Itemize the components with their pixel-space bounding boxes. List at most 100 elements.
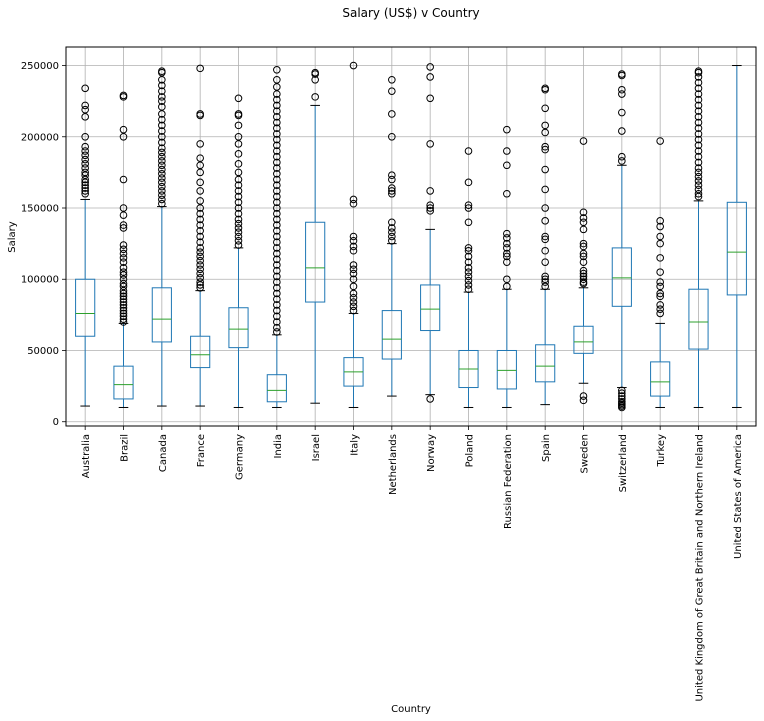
box-11: [496, 125, 517, 408]
outlier-point: [541, 204, 549, 212]
outlier-point: [579, 208, 588, 217]
x-tick-label: United Kingdom of Great Britain and Nort…: [695, 434, 706, 702]
outlier-point: [694, 147, 703, 155]
outlier-point: [119, 221, 128, 229]
outlier-point: [196, 227, 204, 235]
outlier-point: [541, 258, 549, 266]
outlier-point: [273, 215, 281, 224]
y-tick-label: 0: [53, 417, 59, 428]
outlier-point: [158, 191, 166, 199]
outlier-point: [273, 221, 281, 229]
outlier-point: [234, 160, 243, 168]
outlier-point: [464, 246, 473, 255]
y-tick-label: 150000: [21, 204, 59, 215]
outlier-point: [234, 150, 243, 158]
outlier-point: [81, 101, 89, 110]
outlier-point: [273, 107, 281, 115]
outlier-point: [541, 278, 549, 286]
outlier-point: [158, 127, 166, 135]
outlier-point: [349, 306, 358, 315]
outlier-point: [81, 155, 89, 164]
outlier-point: [119, 254, 128, 262]
outlier-point: [388, 232, 396, 241]
box-body: [726, 201, 747, 296]
outlier-point: [388, 110, 396, 118]
outlier-point: [579, 225, 588, 234]
outlier-point: [273, 227, 281, 235]
outlier-point: [158, 87, 166, 95]
outlier-point: [273, 101, 281, 110]
outlier-point: [273, 192, 281, 201]
outlier-point: [464, 244, 473, 252]
box-body: [496, 349, 517, 390]
outlier-point: [234, 204, 243, 212]
outlier-point: [694, 90, 703, 98]
x-tick-label: Switzerland: [618, 434, 629, 492]
outlier-point: [273, 187, 281, 195]
outlier-point: [119, 306, 128, 315]
box-body: [151, 287, 172, 343]
outlier-point: [273, 261, 281, 269]
outlier-point: [541, 165, 549, 174]
outlier-point: [196, 215, 204, 224]
outlier-point: [694, 181, 703, 190]
plot-frame: [65, 46, 757, 427]
outlier-point: [196, 111, 204, 120]
box-13: [573, 137, 594, 405]
outlier-point: [158, 148, 166, 157]
outlier-point: [234, 232, 243, 241]
outlier-point: [694, 107, 703, 115]
outlier-point: [119, 289, 128, 298]
outlier-point: [503, 189, 511, 198]
outlier-point: [503, 282, 511, 291]
boxes-layer: [75, 61, 747, 412]
box-body: [688, 288, 709, 350]
outlier-point: [158, 174, 166, 182]
outlier-point: [196, 261, 204, 269]
outlier-point: [426, 204, 434, 212]
outlier-point: [349, 265, 358, 274]
outlier-point: [158, 103, 166, 111]
outlier-point: [158, 144, 166, 152]
box-9: [420, 63, 441, 403]
box-3: [190, 64, 211, 407]
outlier-point: [694, 185, 703, 194]
outlier-point: [349, 298, 358, 306]
outlier-point: [349, 236, 358, 245]
outlier-point: [158, 115, 166, 124]
outlier-point: [349, 199, 358, 208]
outlier-point: [464, 201, 473, 209]
outlier-point: [579, 279, 588, 288]
box-body: [535, 344, 556, 383]
outlier-point: [273, 118, 281, 127]
outlier-point: [119, 268, 128, 276]
outlier-point: [273, 272, 281, 281]
outlier-point: [388, 189, 396, 198]
outlier-point: [464, 147, 473, 155]
outlier-point: [158, 138, 166, 147]
outlier-point: [273, 158, 281, 167]
outlier-point: [273, 278, 281, 286]
x-tick-label: Russian Federation: [503, 434, 514, 529]
outlier-point: [81, 160, 89, 168]
outlier-point: [541, 142, 549, 151]
x-tick-label: Germany: [235, 434, 246, 480]
outlier-point: [464, 178, 473, 187]
outlier-point: [388, 75, 396, 84]
outlier-point: [119, 125, 128, 134]
outlier-point: [503, 258, 511, 266]
outlier-point: [234, 236, 243, 245]
outlier-point: [349, 282, 358, 291]
outlier-point: [618, 71, 626, 80]
outlier-point: [273, 152, 281, 161]
outlier-point: [158, 199, 166, 208]
x-tick-label: Poland: [465, 434, 476, 467]
outlier-point: [579, 137, 588, 145]
outlier-point: [618, 389, 626, 398]
outlier-point: [158, 121, 166, 130]
outlier-point: [119, 282, 128, 291]
outlier-point: [541, 275, 549, 284]
y-tick-label: 200000: [21, 132, 59, 143]
outlier-point: [618, 392, 626, 400]
outlier-point: [273, 83, 281, 91]
